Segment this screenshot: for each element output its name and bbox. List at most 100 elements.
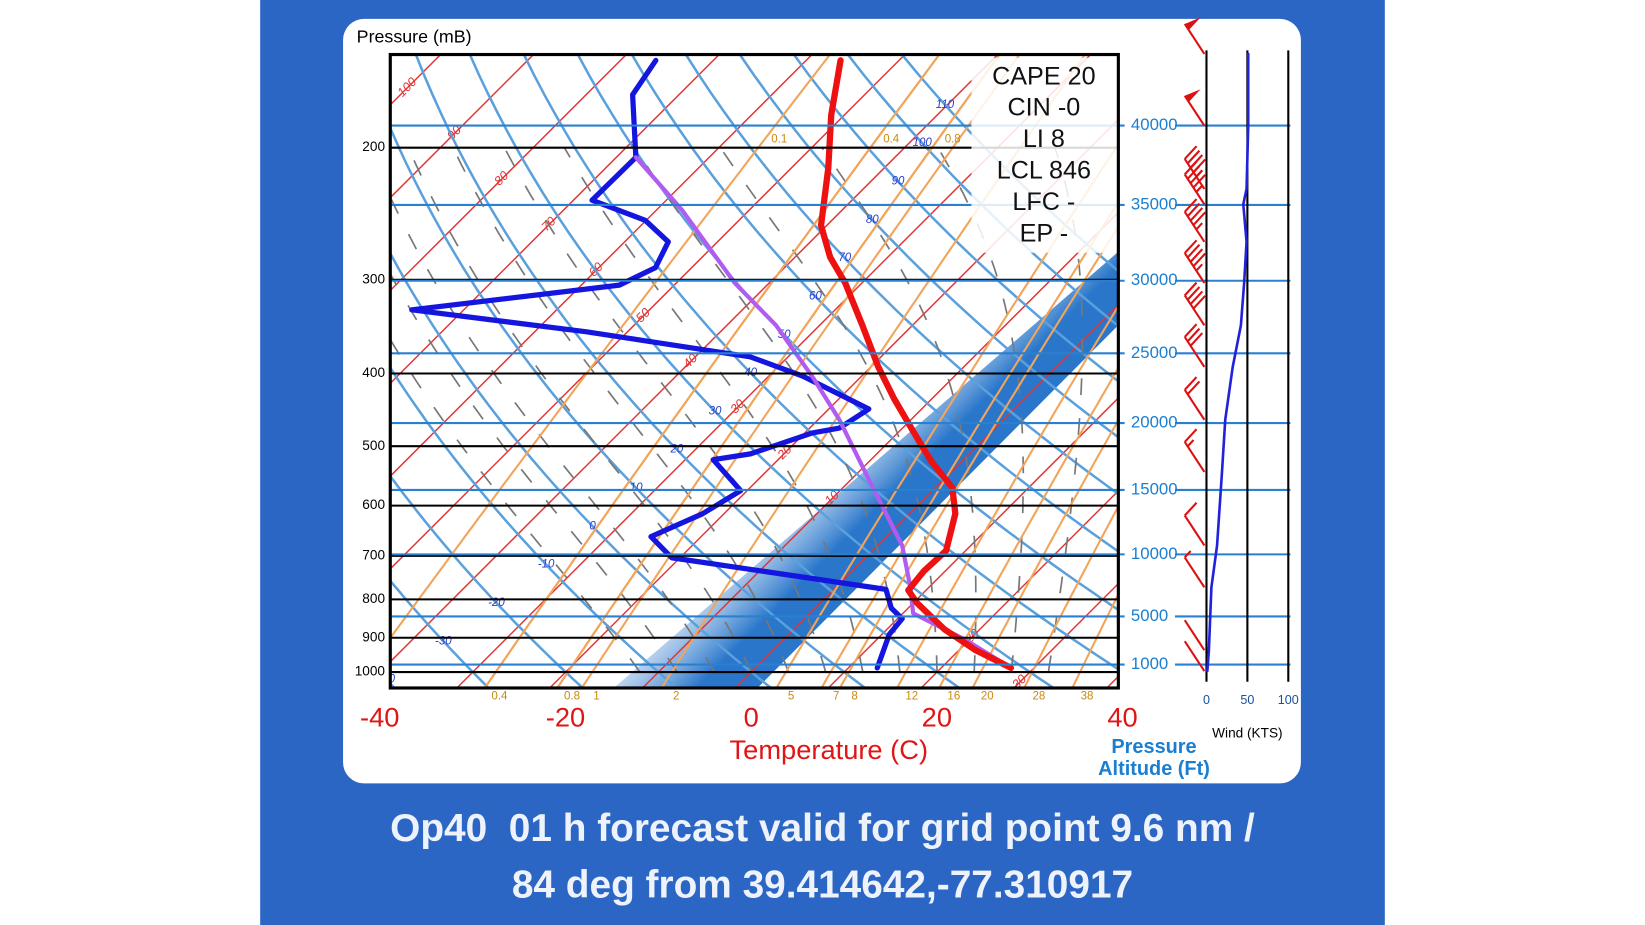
barb-half	[1195, 222, 1203, 231]
x-tick-label: 0	[744, 702, 759, 733]
y2-tick-label: 40000	[1131, 115, 1178, 134]
mixing-ratio-label: 1	[593, 690, 599, 702]
mixing-ratio-label: 7	[833, 690, 839, 702]
isotherm	[827, 396, 1119, 688]
x-tick-label: -20	[546, 702, 585, 733]
isotherm	[1571, 54, 1645, 688]
barb-tick	[1186, 243, 1201, 259]
moist-adiabat	[452, 147, 790, 673]
isotherm	[0, 54, 256, 688]
barb-tick	[1186, 286, 1201, 301]
mixing-ratio-label: 20	[981, 690, 994, 702]
wind-barb	[1183, 160, 1206, 205]
mixing-ratio-label: 2	[673, 690, 679, 702]
barb-tick	[1183, 502, 1198, 517]
y2-axis-title: Pressure	[1111, 736, 1196, 758]
isotherm	[1478, 54, 1645, 688]
y-tick-label: 1000	[355, 664, 386, 679]
stat-text: CAPE 20	[992, 62, 1096, 90]
profile-line	[409, 57, 905, 671]
wind-barb	[1183, 376, 1206, 421]
mixing-ratio-label: 0.8	[945, 134, 961, 146]
x-tick-label: -40	[360, 702, 399, 733]
wind-axis-title: Wind (KTS)	[1212, 726, 1282, 741]
wind-tick-label: 100	[1278, 693, 1299, 707]
moist-adiabat	[407, 147, 753, 673]
barb-tick	[1192, 211, 1206, 226]
barb-tick	[1183, 198, 1198, 213]
y2-tick-label: 1000	[1131, 654, 1168, 673]
plot-frame	[388, 52, 1120, 690]
mixing-ratio-label: 5	[788, 690, 794, 702]
stat-text: EP -	[1020, 220, 1068, 248]
barb-staff	[1183, 514, 1206, 547]
dry-adiabat-label: -40	[378, 674, 395, 686]
dry-adiabat-label: -20	[488, 597, 505, 609]
dry-adiabat-label: 60	[809, 290, 822, 302]
wind-barb	[1183, 502, 1206, 547]
profile-line	[1206, 52, 1250, 673]
barb-staff	[1183, 441, 1206, 473]
y-tick-label: 200	[362, 139, 385, 154]
barb-tick	[1183, 145, 1198, 160]
stat-text: CIN -0	[1008, 94, 1081, 122]
mixing-ratio-label: 0.4	[491, 690, 508, 702]
barb-tick	[1189, 169, 1204, 184]
barb-tick	[1189, 207, 1204, 222]
barb-half	[1195, 263, 1203, 272]
y2-tick-label: 35000	[1131, 194, 1178, 213]
barb-staff	[1183, 211, 1206, 243]
barb-tick	[1189, 290, 1204, 305]
dry-adiabat-label: 10	[630, 482, 643, 494]
profile-line	[633, 155, 1014, 670]
barb-staff	[1183, 336, 1206, 368]
barb-staff	[1183, 389, 1206, 421]
barb-tick	[1183, 376, 1198, 391]
dry-adiabat-label: 80	[866, 214, 879, 226]
dry-adiabat-label: 20	[669, 444, 683, 456]
y-tick-label: 900	[362, 629, 385, 644]
isotherm	[390, 54, 814, 478]
mixing-ratio-label: 8	[851, 690, 857, 702]
barb-half	[1186, 439, 1195, 448]
dry-adiabat-label: 30	[709, 405, 722, 417]
barb-tick	[1183, 323, 1198, 338]
stats-box	[971, 57, 1119, 253]
dry-adiabat-label: 110	[936, 99, 955, 111]
mixing-ratio-label: 16	[947, 690, 960, 702]
barb-tick	[1186, 165, 1201, 180]
isotherm	[1385, 54, 1645, 688]
stat-text: LCL 846	[997, 157, 1091, 185]
stat-text: LI 8	[1023, 125, 1065, 153]
x-tick-label: 40	[1107, 702, 1137, 733]
dry-adiabat-label: -10	[538, 559, 555, 571]
barb-staff	[1183, 252, 1206, 284]
wind-barb	[1183, 89, 1206, 127]
y-tick-label: 800	[362, 591, 385, 606]
barb-tick	[1189, 248, 1204, 263]
barb-flag	[1184, 89, 1201, 102]
y-axis-title: Pressure (mB)	[357, 26, 472, 46]
wind-barb	[1183, 239, 1206, 284]
barb-staff	[1183, 556, 1206, 588]
y-tick-label: 400	[362, 365, 385, 380]
dry-adiabat-label: 70	[838, 252, 851, 264]
barb-tick	[1183, 239, 1198, 254]
wind-barb	[1183, 619, 1206, 651]
y2-tick-label: 20000	[1131, 412, 1178, 431]
y-tick-label: 500	[362, 438, 385, 453]
barb-tick	[1186, 202, 1201, 217]
y2-tick-label: 10000	[1131, 544, 1178, 563]
y2-tick-label: 30000	[1131, 270, 1178, 289]
isotherm	[390, 54, 535, 199]
wind-barb	[1183, 323, 1206, 368]
x-tick-label: 20	[922, 702, 952, 733]
barb-staff	[1183, 640, 1206, 672]
moist-adiabat	[503, 147, 827, 673]
y-tick-label: 600	[362, 497, 385, 512]
mixing-ratio-label: 38	[1081, 690, 1094, 702]
barb-staff	[1183, 158, 1206, 190]
wind-barb	[1183, 640, 1206, 672]
